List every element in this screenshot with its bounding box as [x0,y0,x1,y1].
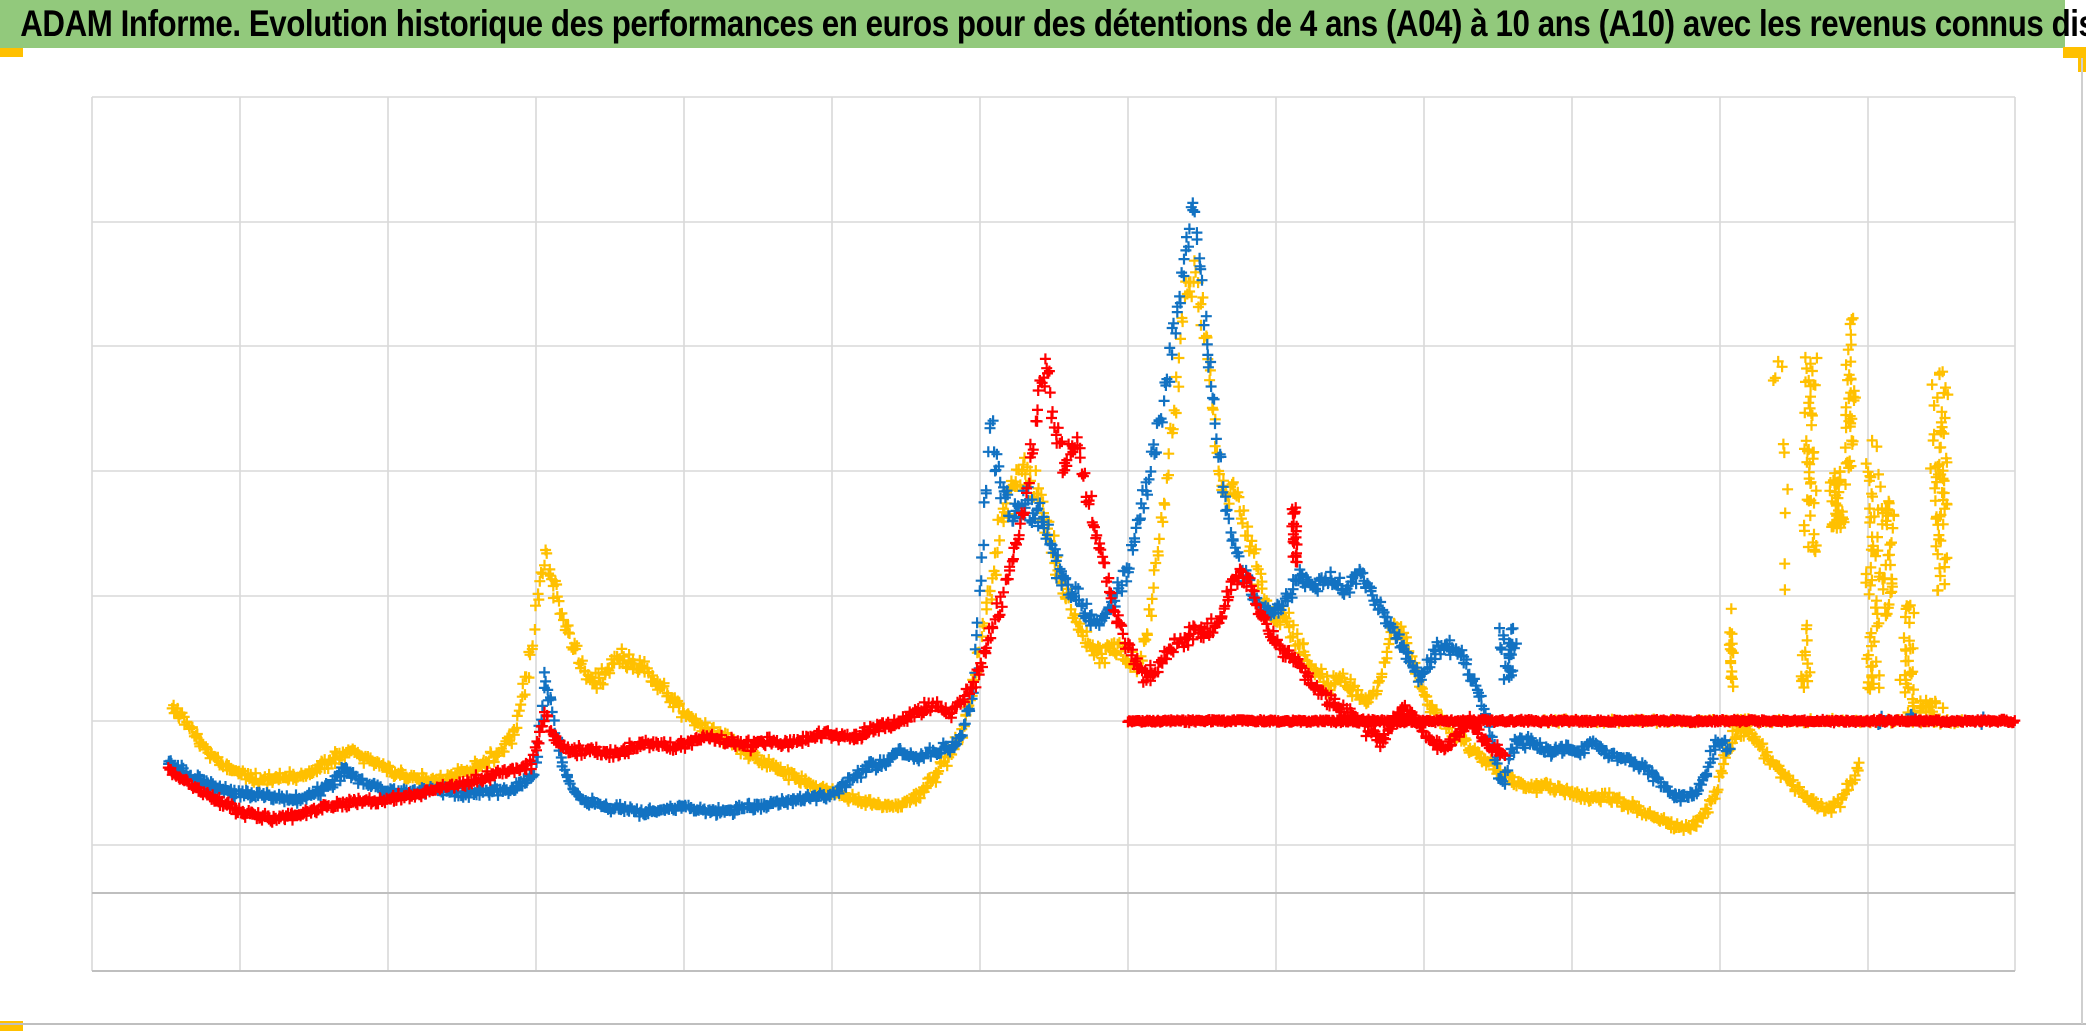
title-bar: ADAM Informe. Evolution historique des p… [0,0,2086,48]
series-blue [163,197,1989,822]
series-red [162,353,2021,828]
gold-marker-top-left [0,48,23,57]
gold-marker-top-right-horizontal [2063,47,2086,58]
window-bottom-border [0,1023,2086,1025]
window-right-border [2081,58,2083,1024]
page-title: ADAM Informe. Evolution historique des p… [20,3,2086,44]
chart-grid [91,96,2016,972]
performance-chart [0,48,2086,1031]
gold-marker-bottom-left [0,1021,23,1031]
chart-svg [91,96,2021,972]
series-yellow [166,255,1971,836]
